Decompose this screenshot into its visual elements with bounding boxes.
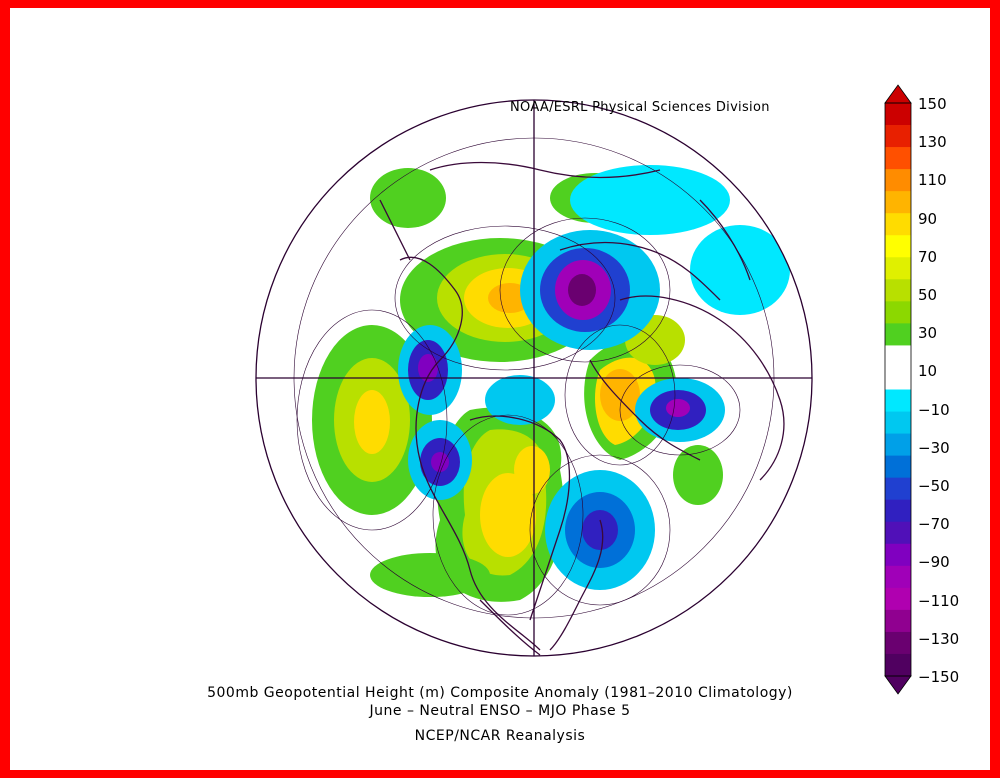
data-source: NCEP/NCAR Reanalysis	[414, 728, 586, 744]
colorbar-tick-label: −130	[918, 629, 960, 648]
colorbar-segment	[885, 279, 911, 302]
colorbar-tick-label: 10	[918, 362, 938, 381]
negative-anomaly-arctic	[520, 230, 660, 350]
negative-anomaly-north-asia	[570, 165, 730, 235]
colorbar-segment	[885, 103, 911, 126]
negative-anomaly-pole	[485, 375, 555, 425]
colorbar-segment	[885, 235, 911, 258]
positive-anomaly-east	[673, 445, 723, 505]
colorbar-tick-label: −70	[918, 515, 950, 534]
colorbar-tick-label: −30	[918, 438, 950, 457]
credit-label: NOAA/ESRL Physical Sciences Division	[510, 100, 770, 115]
negative-anomaly-west-coast	[408, 420, 472, 500]
colorbar-border	[884, 102, 912, 677]
colorbar-tick-label: −90	[918, 553, 950, 572]
colorbar-segment	[885, 433, 911, 457]
colorbar-tick-label: 70	[918, 247, 938, 266]
colorbar-segment	[885, 455, 911, 479]
colorbar-max-arrow	[884, 84, 912, 104]
colorbar	[884, 84, 912, 695]
colorbar-segment	[885, 169, 911, 192]
colorbar-tick-label: 130	[918, 133, 947, 152]
map-title: 500mb Geopotential Height (m) Composite …	[207, 685, 793, 701]
colorbar-segment	[885, 543, 911, 567]
positive-anomaly-north-america	[435, 407, 564, 602]
colorbar-tick-label: −50	[918, 477, 950, 495]
colorbar-segment	[885, 301, 911, 324]
colorbar-tick-label: −150	[918, 668, 960, 686]
colorbar-segment	[885, 125, 911, 148]
map-subtitle: June – Neutral ENSO – MJO Phase 5	[369, 703, 631, 719]
colorbar-tick-label: 110	[918, 171, 947, 190]
colorbar-segment	[885, 213, 911, 236]
negative-anomaly-asia	[635, 378, 725, 442]
colorbar-segment	[885, 257, 911, 280]
colorbar-tick-label: −110	[918, 591, 960, 610]
colorbar-segment	[885, 631, 911, 655]
colorbar-segment	[885, 477, 911, 501]
colorbar-tick-label: 50	[918, 286, 938, 304]
negative-anomaly-gulf-alaska	[398, 325, 462, 415]
colorbar-segment	[885, 389, 911, 412]
colorbar-tick-label: 30	[918, 324, 938, 343]
colorbar-tick-label: 150	[918, 95, 947, 113]
colorbar-segment	[885, 147, 911, 170]
colorbar-segment	[885, 499, 911, 523]
positive-anomaly-south	[370, 553, 490, 597]
colorbar-segment	[885, 587, 911, 611]
negative-anomaly-northeast	[690, 225, 790, 315]
colorbar-segment	[885, 191, 911, 214]
colorbar-tick-label: 90	[918, 209, 938, 228]
colorbar-segment	[885, 609, 911, 633]
colorbar-segment	[885, 367, 911, 390]
colorbar-segment	[885, 565, 911, 589]
colorbar-segment	[885, 345, 911, 368]
colorbar-segment	[885, 653, 911, 677]
positive-anomaly-northwest	[370, 168, 446, 228]
colorbar-segment	[885, 411, 911, 434]
colorbar-tick-label: −10	[918, 400, 950, 419]
colorbar-segment	[885, 521, 911, 545]
negative-anomaly-atlantic	[545, 470, 655, 590]
colorbar-segment	[885, 323, 911, 346]
